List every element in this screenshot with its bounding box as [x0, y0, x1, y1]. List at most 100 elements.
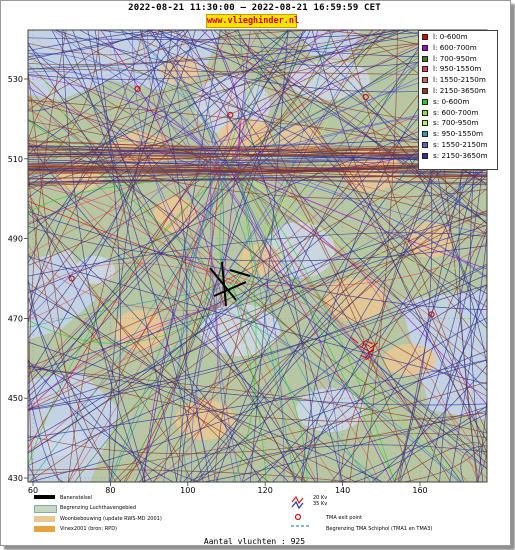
flight-track [230, 170, 285, 482]
flight-track [222, 170, 372, 482]
legend-swatch [422, 55, 428, 62]
y-tick-label: 490 [8, 235, 23, 244]
legend-swatch [422, 44, 428, 51]
tma-boundary-line [291, 525, 309, 527]
flight-track [476, 265, 487, 482]
flight-track [198, 265, 487, 482]
y-tick-label: 430 [8, 474, 23, 483]
flight-track [28, 30, 400, 65]
flight-track [28, 30, 151, 57]
flight-track [28, 263, 487, 411]
legend-item: s: 2150-3650m [421, 151, 495, 162]
tma-exit-point [134, 85, 141, 93]
flight-track [28, 52, 237, 170]
residential-swatch [34, 516, 55, 522]
flight-track [242, 350, 487, 482]
flight-track [28, 212, 262, 482]
flight-track [301, 173, 487, 482]
x-tick-label: 60 [28, 486, 38, 495]
flight-track [351, 337, 359, 344]
flight-track [346, 30, 487, 434]
flight-track [28, 100, 487, 308]
y-tick-label: 510 [8, 155, 23, 164]
water-area [300, 30, 360, 60]
flight-track [28, 159, 60, 482]
flight-track [28, 30, 452, 61]
runway [221, 261, 227, 307]
legend-item: s: 1550-2150m [421, 140, 495, 151]
flight-track [231, 154, 341, 482]
flight-track [28, 65, 214, 144]
flight-track [367, 350, 373, 355]
flight-track [28, 212, 487, 402]
legend-item: s: 0-600m [421, 97, 495, 108]
flight-track [28, 278, 122, 482]
flight-track [28, 45, 487, 464]
flight-track [28, 224, 487, 374]
y-tick-label: 450 [8, 394, 23, 403]
total-flights: Aantal vluchten : 925 [203, 537, 306, 546]
flight-track [341, 405, 487, 482]
legend-swatch [422, 98, 428, 105]
flight-track [28, 202, 146, 482]
legend-label: l: 0-600m [433, 32, 468, 41]
page-title: 2022-08-21 11:30:00 – 2022-08-21 16:59:5… [128, 3, 381, 13]
legend-label: s: 0-600m [433, 96, 470, 106]
flight-track [439, 229, 487, 482]
flight-track [238, 166, 397, 482]
flight-track [28, 70, 212, 161]
flight-track [28, 48, 233, 303]
legend-label: s: 950-1550m [433, 129, 484, 139]
flight-track [30, 284, 487, 482]
flight-track [364, 340, 373, 345]
flight-track [28, 30, 186, 112]
flight-track [339, 413, 487, 482]
flight-track [28, 183, 220, 274]
flight-track [28, 30, 289, 235]
flight-track [28, 119, 487, 470]
tma-exit-point [428, 311, 435, 318]
flight-track [157, 30, 487, 224]
flight-track [28, 193, 269, 482]
tma-exit-point [362, 93, 369, 101]
legend-item: l: 700-950m [421, 54, 495, 65]
kv20-label: 20 Kv [313, 495, 328, 501]
flight-track [134, 30, 304, 482]
flight-track [234, 171, 487, 469]
flight-track [120, 30, 218, 170]
flight-track [28, 160, 218, 453]
legend-label: s: 1550-2150m [433, 139, 488, 149]
flight-track [212, 30, 374, 296]
map-border [27, 29, 488, 483]
flight-track [226, 177, 487, 359]
flight-track [150, 30, 343, 482]
flight-track [79, 30, 487, 217]
y-tick-label: 530 [8, 75, 23, 84]
flight-track [72, 30, 210, 482]
airport-boundary-label: Begrenzing Luchthavengebied [60, 505, 137, 511]
tma-exit-points [68, 85, 435, 318]
runway-key-label: Banenstelsel [60, 495, 93, 501]
flight-track [28, 30, 307, 408]
legend-item: l: 2150-3650m [421, 86, 495, 97]
legend-item: s: 600-700m [421, 108, 495, 119]
flight-track [28, 166, 487, 177]
kv35-label: 35 Kv [313, 501, 328, 507]
flight-track [28, 30, 196, 339]
flight-track [28, 42, 316, 482]
flight-track [28, 341, 383, 482]
flight-track [62, 30, 204, 482]
flight-track [163, 140, 222, 482]
flight-track [28, 381, 487, 476]
flight-track [29, 174, 230, 482]
site-link[interactable]: www.vlieghinder.nl [206, 14, 300, 28]
runway [213, 281, 247, 297]
legend-swatch [422, 109, 428, 116]
legend-item: l: 0-600m [421, 32, 495, 43]
flight-track [28, 30, 410, 80]
legend-swatch [422, 66, 428, 73]
flight-track [236, 30, 487, 295]
legend-item: l: 1550-2150m [421, 75, 495, 86]
built-up-area [114, 310, 166, 350]
flight-track [28, 164, 487, 180]
